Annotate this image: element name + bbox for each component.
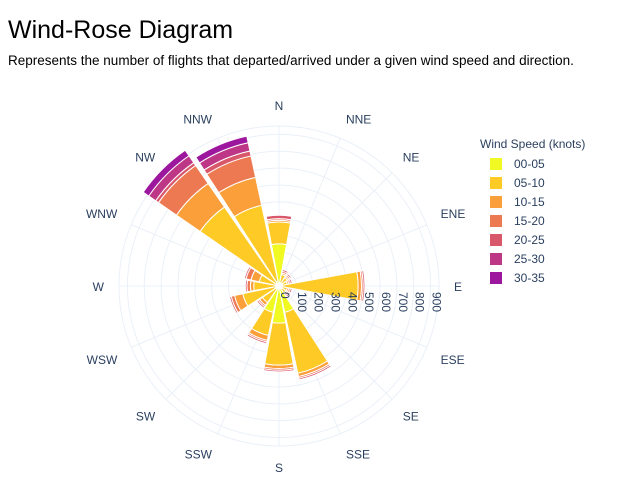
legend-label-15-20[interactable]: 15-20 [514,214,545,228]
legend-label-25-30[interactable]: 25-30 [514,252,545,266]
bar-NE-20-25[interactable] [285,272,293,280]
bar-N-20-25[interactable] [265,214,293,221]
radial-tick-label: 900 [430,292,444,312]
direction-label-ssw: SSW [185,448,213,462]
legend-swatch-10-15[interactable] [490,196,502,208]
legend-title: Wind Speed (knots) [480,137,585,151]
bar-WSW-20-25[interactable] [229,295,239,315]
bar-SSE-20-25[interactable] [298,364,332,381]
direction-label-sw: SW [136,410,156,424]
radial-tick-label: 600 [379,292,393,312]
angular-axis: N NNE NE ENE E ESE SE SSE S SSW SW WSW W WNW NW NNW [86,99,465,475]
direction-label-w: W [93,280,105,294]
spoke-line [278,285,393,400]
spoke-line [278,137,341,287]
polar-bars [142,135,366,381]
legend-label-30-35[interactable]: 30-35 [514,271,545,285]
legend-swatch-00-05[interactable] [490,158,502,170]
radial-tick-label: 700 [396,292,410,312]
direction-label-nnw: NNW [183,112,212,126]
legend-label-05-10[interactable]: 05-10 [514,176,545,190]
legend-label-10-15[interactable]: 10-15 [514,195,545,209]
radial-tick-label: 300 [329,292,343,312]
bar-E-20-25[interactable] [361,269,366,303]
direction-label-s: S [275,461,283,475]
direction-label-se: SE [403,410,419,424]
bar-W-20-25[interactable] [244,279,249,293]
chart-subtitle: Represents the number of flights that de… [8,53,574,68]
radial-tick-label: 100 [295,292,309,312]
legend-swatch-15-20[interactable] [490,215,502,227]
bar-NW-30-35[interactable] [142,149,190,197]
legend-swatch-25-30[interactable] [490,253,502,265]
bar-N-05-10[interactable] [266,221,292,246]
spoke-line [278,172,393,287]
bar-NNW-30-35[interactable] [195,135,249,164]
radial-tick-label: 800 [413,292,427,312]
direction-label-nne: NNE [346,112,371,126]
radial-tick-label: 500 [362,292,376,312]
direction-label-ese: ESE [441,353,465,367]
legend-swatch-20-25[interactable] [490,234,502,246]
direction-label-nw: NW [135,150,156,164]
direction-label-wsw: WSW [87,353,118,367]
legend: Wind Speed (knots) 00-05 05-10 10-15 15-20 20… [480,137,585,285]
legend-label-20-25[interactable]: 20-25 [514,233,545,247]
radial-axis: 0 100 200 300 400 500 600 700 800 900 [278,292,444,312]
bar-WNW-20-25[interactable] [243,266,252,280]
legend-swatch-30-35[interactable] [490,272,502,284]
direction-label-sse: SSE [346,448,370,462]
bar-SW-20-25[interactable] [256,299,266,309]
bar-S-20-25[interactable] [262,368,296,373]
chart-title: Wind-Rose Diagram [8,16,234,44]
bar-SSW-20-25[interactable] [246,333,268,345]
direction-label-ne: NE [403,150,420,164]
direction-label-n: N [275,99,284,113]
direction-label-ene: ENE [441,207,466,221]
legend-label-00-05[interactable]: 00-05 [514,157,545,171]
bar-NNE-20-25[interactable] [281,268,289,274]
radial-tick-label: 200 [312,292,326,312]
radial-tick-label: 400 [345,292,359,312]
radial-tick-label: 0 [278,292,292,299]
legend-swatch-05-10[interactable] [490,177,502,189]
direction-label-wnw: WNW [86,207,118,221]
spoke-line [278,285,428,348]
direction-label-e: E [454,280,462,294]
spoke-line [278,224,428,287]
